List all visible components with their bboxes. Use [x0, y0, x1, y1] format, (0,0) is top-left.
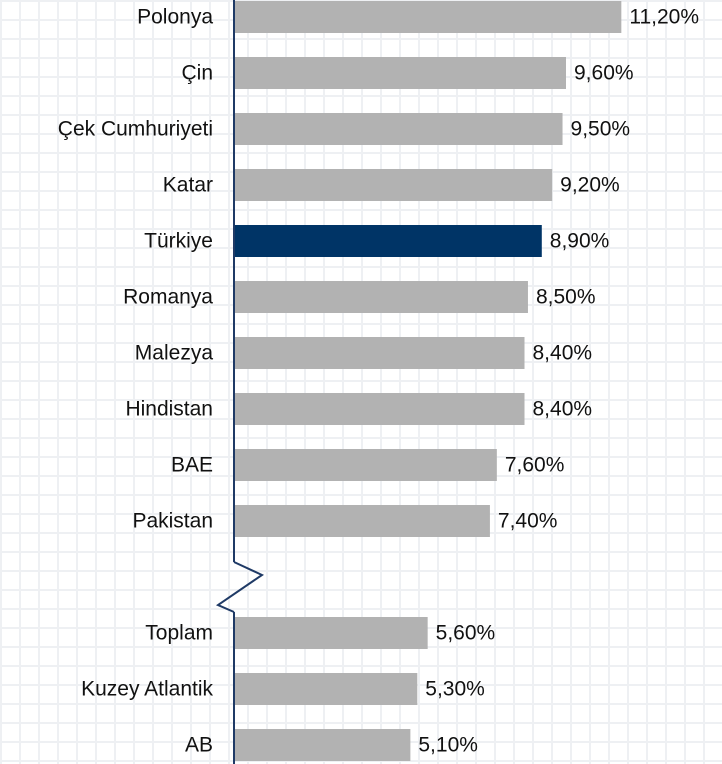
value-label: 8,50% — [536, 286, 596, 309]
value-label: 5,30% — [425, 678, 485, 701]
category-label: BAE — [171, 454, 213, 477]
bar — [234, 281, 528, 313]
value-label: 8,40% — [533, 342, 593, 365]
bar — [234, 57, 566, 89]
bar — [234, 449, 497, 481]
bar — [234, 337, 525, 369]
value-label: 9,50% — [571, 118, 631, 141]
category-label: Pakistan — [132, 510, 213, 533]
value-label: 8,90% — [550, 230, 610, 253]
bar — [234, 673, 418, 705]
category-label: Çek Cumhuriyeti — [58, 118, 213, 141]
bar — [234, 393, 525, 425]
category-label: Hindistan — [125, 398, 213, 421]
value-label: 9,20% — [560, 174, 620, 197]
value-label: 7,60% — [505, 454, 565, 477]
category-label: Toplam — [145, 622, 213, 645]
bar — [234, 505, 490, 537]
bar — [234, 1, 622, 33]
value-label: 9,60% — [574, 62, 634, 85]
category-label: Kuzey Atlantik — [81, 678, 213, 701]
category-label: Çin — [181, 62, 213, 85]
bar — [234, 617, 428, 649]
value-label: 7,40% — [498, 510, 558, 533]
category-label: Türkiye — [144, 230, 213, 253]
category-label: Katar — [163, 174, 213, 197]
value-label: 8,40% — [533, 398, 593, 421]
bar — [234, 169, 553, 201]
axis-break — [215, 561, 265, 613]
bar — [234, 729, 411, 761]
category-label: Malezya — [135, 342, 214, 365]
bar — [234, 113, 563, 145]
value-label: 5,60% — [436, 622, 496, 645]
category-label: AB — [185, 734, 213, 757]
value-label: 11,20% — [629, 6, 699, 29]
value-label: 5,10% — [418, 734, 478, 757]
category-label: Polonya — [137, 6, 213, 29]
bar — [234, 225, 542, 257]
category-label: Romanya — [123, 286, 213, 309]
